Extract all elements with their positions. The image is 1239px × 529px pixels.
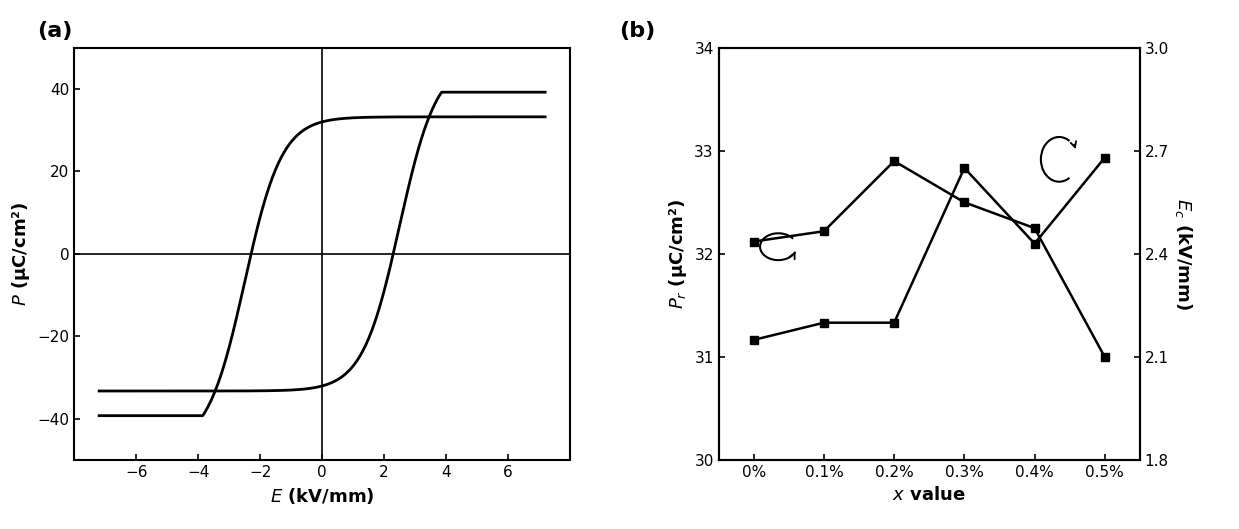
X-axis label: $x$ value: $x$ value — [892, 486, 966, 504]
Y-axis label: $P$ (μC/cm²): $P$ (μC/cm²) — [10, 202, 32, 306]
Text: (b): (b) — [620, 21, 655, 41]
Text: (a): (a) — [37, 21, 73, 41]
X-axis label: $E$ (kV/mm): $E$ (kV/mm) — [270, 486, 374, 506]
Y-axis label: $P_r$ (μC/cm²): $P_r$ (μC/cm²) — [667, 199, 689, 309]
Y-axis label: $E_c$ (kV/mm): $E_c$ (kV/mm) — [1173, 198, 1194, 310]
